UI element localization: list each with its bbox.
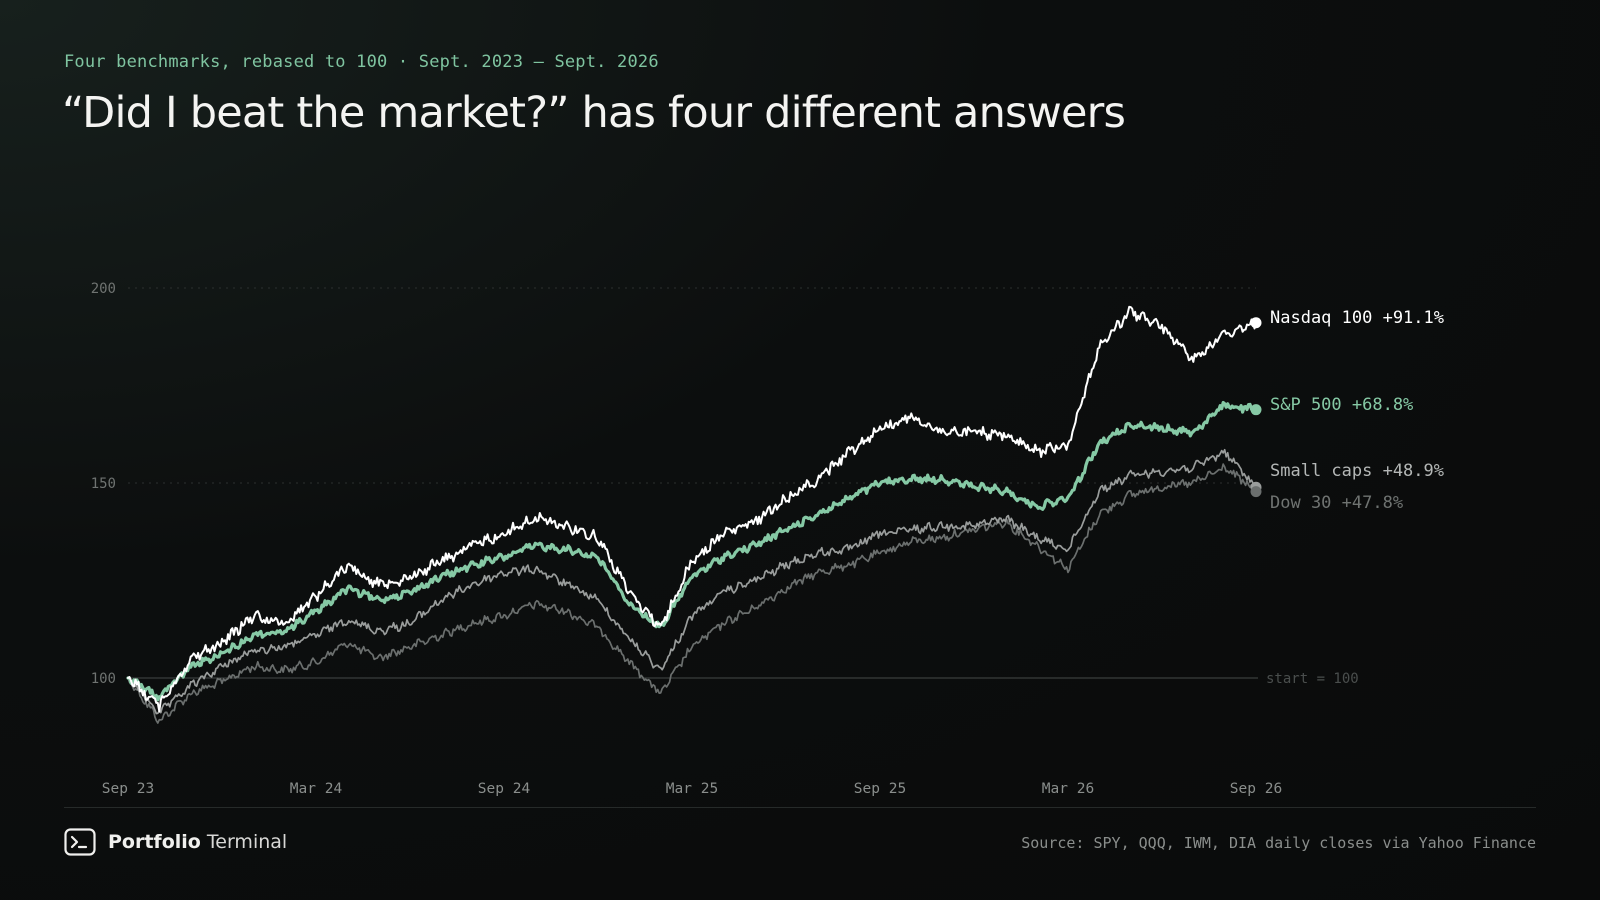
footer-divider: [64, 807, 1536, 808]
end-label-small-caps: Small caps +48.9%: [1270, 461, 1444, 481]
line-chart: 100 150 200 start = 100 Sep 23 Mar 24 Sep 24 Ma…: [91, 281, 1444, 797]
brand-name: Portfolio Terminal: [108, 831, 287, 853]
end-label-dow-30: Dow 30 +47.8%: [1270, 493, 1403, 513]
y-tick-label: 100: [91, 671, 116, 687]
y-tick-label: 200: [91, 281, 116, 297]
x-tick-label: Mar 25: [666, 781, 718, 797]
x-tick-label: Sep 23: [102, 781, 154, 797]
source-note: Source: SPY, QQQ, IWM, DIA daily closes …: [1021, 834, 1536, 852]
brand-name-bold: Portfolio: [108, 831, 201, 853]
series-line-nasdaq-100: [127, 305, 1257, 713]
brand: Portfolio Terminal: [64, 828, 287, 856]
series-line-s-p-500: [126, 400, 1258, 702]
end-label-nasdaq-100: Nasdaq 100 +91.1%: [1270, 308, 1444, 328]
end-marker-s-p-500: [1250, 404, 1262, 416]
x-tick-label: Sep 24: [478, 781, 531, 797]
brand-name-light: Terminal: [206, 831, 288, 853]
series-line-dow-30: [127, 463, 1257, 724]
end-marker-nasdaq-100: [1250, 317, 1262, 329]
x-tick-label: Mar 26: [1042, 781, 1094, 797]
x-tick-label: Mar 24: [290, 781, 343, 797]
end-label-s-p-500: S&P 500 +68.8%: [1270, 395, 1413, 415]
terminal-icon: [64, 828, 96, 856]
y-tick-label: 150: [91, 476, 116, 492]
chart-title: “Did I beat the market?” has four differ…: [62, 88, 1126, 138]
baseline-label: start = 100: [1266, 671, 1359, 687]
end-marker-dow-30: [1250, 486, 1262, 498]
x-tick-label: Sep 25: [854, 781, 906, 797]
series-line-small-caps: [127, 448, 1257, 715]
chart-kicker: Four benchmarks, rebased to 100 · Sept. …: [64, 52, 659, 72]
x-tick-label: Sep 26: [1230, 781, 1282, 797]
